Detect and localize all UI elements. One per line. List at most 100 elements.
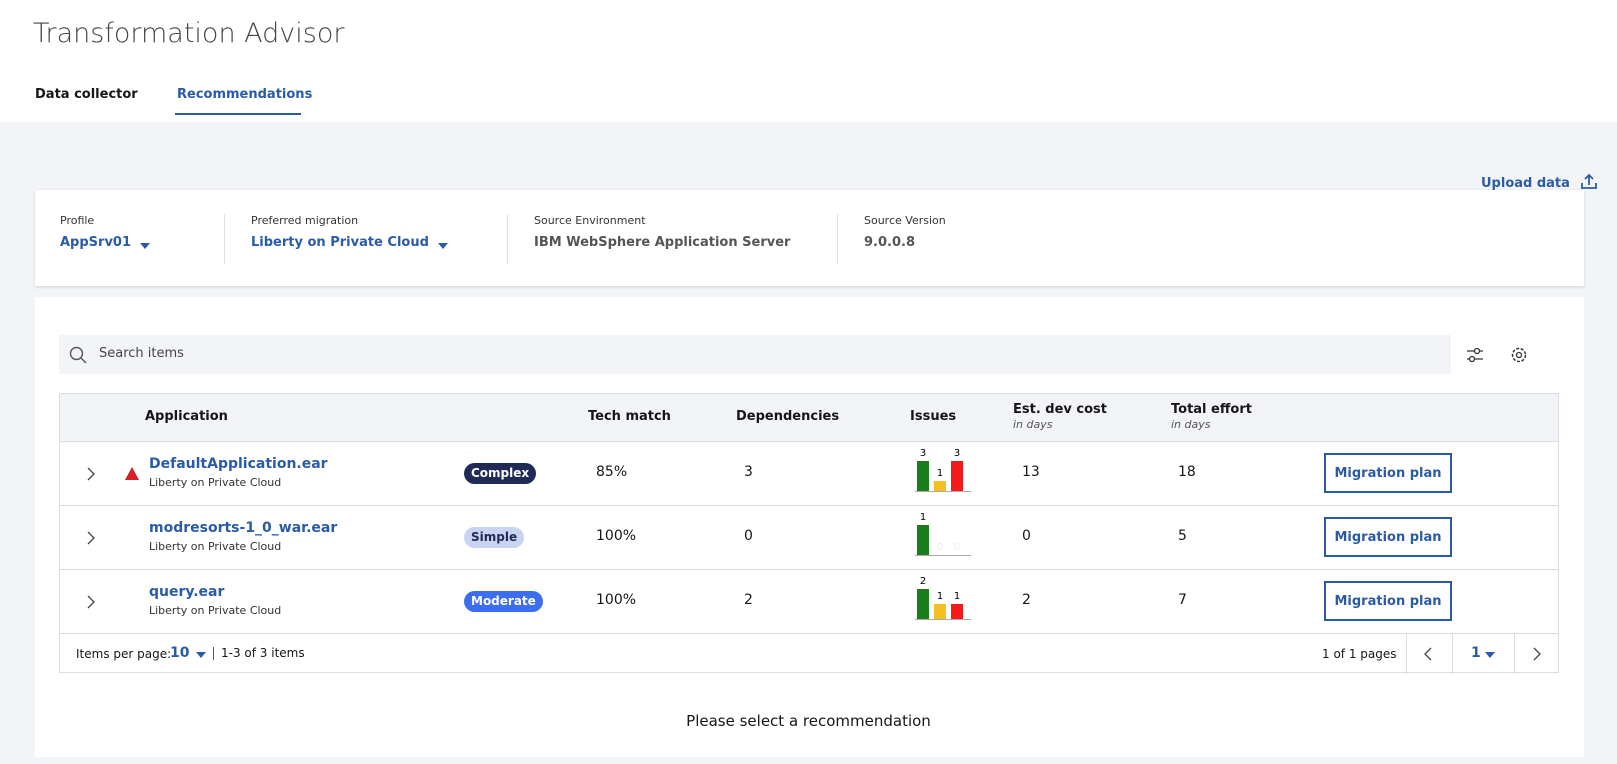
column-header: Tech match <box>588 409 671 424</box>
field-label: Source Version <box>864 214 946 227</box>
next-page[interactable] <box>1531 646 1543 662</box>
range-text: 1-3 of 3 items <box>213 647 305 660</box>
chevron-shape <box>87 595 95 609</box>
cell-cost: 2 <box>1022 592 1031 608</box>
upload-link[interactable]: Upload data <box>1481 172 1598 191</box>
filter-icon[interactable] <box>1466 346 1484 364</box>
table-row: query.ear Liberty on Private Cloud Moderat… <box>60 569 1558 633</box>
cell-deps: 3 <box>744 464 753 480</box>
divider <box>224 214 225 264</box>
table-footer: Items per page: 10 1-3 of 3 items 1 of 1 pa… <box>60 633 1558 674</box>
cell-deps: 0 <box>744 528 753 544</box>
app-title: Transformation Advisor <box>33 18 345 49</box>
field-label: Source Environment <box>534 214 646 227</box>
pager-divider <box>1514 634 1515 674</box>
app-name[interactable]: DefaultApplication.ear <box>149 456 328 472</box>
dropdown-caret <box>140 243 150 249</box>
field-value: 9.0.0.8 <box>864 235 915 250</box>
issue-count: 0 <box>937 542 943 553</box>
issue-bar <box>917 461 929 491</box>
chevron-shape <box>87 531 95 545</box>
cell-effort: 7 <box>1178 592 1187 608</box>
complexity-badge: Moderate <box>464 591 543 612</box>
issue-bar <box>951 461 963 491</box>
issue-count: 1 <box>937 468 943 479</box>
caret-shape <box>196 652 206 658</box>
warning-shape <box>125 467 139 480</box>
field-value[interactable]: Liberty on Private Cloud <box>251 235 429 250</box>
tab[interactable]: Data collector <box>35 87 138 102</box>
field-label: Profile <box>60 214 95 227</box>
dropdown-caret <box>196 652 206 658</box>
issue-count: 1 <box>920 512 926 523</box>
table-row: modresorts-1_0_war.ear Liberty on Private… <box>60 505 1558 569</box>
pager-divider <box>1452 634 1453 674</box>
column-header: Application <box>145 409 228 424</box>
column-subheader: in days <box>1013 418 1053 431</box>
column-header: Issues <box>910 409 957 424</box>
cell-tech: 85% <box>596 464 628 480</box>
issues-chart: 313 <box>915 448 971 492</box>
cell-cost: 13 <box>1022 464 1040 480</box>
column-header: Total effort <box>1171 402 1252 417</box>
issue-bar <box>917 525 929 555</box>
issue-bar <box>951 604 963 619</box>
profile-card: Profile AppSrv01 Preferred migration Libert… <box>35 190 1584 286</box>
tab[interactable]: Recommendations <box>177 87 313 102</box>
search-bar[interactable]: Search items <box>59 335 1451 374</box>
divider <box>507 214 508 264</box>
expand-chevron[interactable] <box>85 466 97 482</box>
tab-underline <box>175 113 301 115</box>
issue-count: 3 <box>954 448 960 459</box>
cell-tech: 100% <box>596 592 637 608</box>
issue-count: 1 <box>954 591 960 602</box>
caret-shape <box>140 243 150 249</box>
column-header: Est. dev cost <box>1013 402 1108 417</box>
per-page-label: Items per page: <box>76 647 172 661</box>
upload-icon <box>1581 173 1598 189</box>
field-label: Preferred migration <box>251 214 359 227</box>
divider <box>837 214 838 264</box>
prev-page[interactable] <box>1422 646 1434 662</box>
cell-cost: 0 <box>1022 528 1031 544</box>
search-placeholder: Search items <box>99 346 184 361</box>
issue-bar <box>934 604 946 619</box>
dropdown-caret <box>438 243 448 249</box>
migration-plan-button[interactable]: Migration plan <box>1324 517 1452 557</box>
caret-shape <box>438 243 448 249</box>
chevron-shape <box>1533 647 1541 661</box>
column-header: Dependencies <box>736 409 840 424</box>
issues-chart: 1 0 0 <box>915 512 971 556</box>
app-name[interactable]: query.ear <box>149 584 225 600</box>
migration-plan-button[interactable]: Migration plan <box>1324 581 1452 621</box>
app-target: Liberty on Private Cloud <box>149 476 282 489</box>
table: Application Tech match Dependencies Issues E… <box>59 393 1559 674</box>
expand-chevron[interactable] <box>85 530 97 546</box>
pages-text: 1 of 1 pages <box>1322 647 1397 661</box>
pager-divider <box>1406 634 1407 674</box>
migration-plan-button[interactable]: Migration plan <box>1324 453 1452 493</box>
expand-chevron[interactable] <box>85 594 97 610</box>
cell-effort: 5 <box>1178 528 1187 544</box>
field-value: IBM WebSphere Application Server <box>534 235 791 250</box>
empty-message: Please select a recommendation <box>686 712 931 730</box>
warning-icon <box>125 467 139 480</box>
per-page-value[interactable]: 10 <box>170 645 190 661</box>
search-icon <box>69 346 87 364</box>
field-value[interactable]: AppSrv01 <box>60 235 132 250</box>
page-select[interactable]: 1 <box>1471 645 1481 661</box>
issue-count: 2 <box>920 576 926 587</box>
issue-count: 3 <box>920 448 926 459</box>
table-header: Application Tech match Dependencies Issues E… <box>60 394 1558 441</box>
issue-bar <box>934 481 946 491</box>
issue-bar <box>917 589 929 619</box>
issue-count: 0 <box>954 542 960 553</box>
chevron-shape <box>1424 647 1432 661</box>
complexity-badge: Simple <box>464 527 525 548</box>
table-row: DefaultApplication.ear Liberty on Private… <box>60 441 1558 505</box>
app-name[interactable]: modresorts-1_0_war.ear <box>149 520 338 536</box>
column-subheader: in days <box>1171 418 1211 431</box>
settings-icon[interactable] <box>1510 346 1528 364</box>
upload-text[interactable]: Upload data <box>1481 176 1570 191</box>
